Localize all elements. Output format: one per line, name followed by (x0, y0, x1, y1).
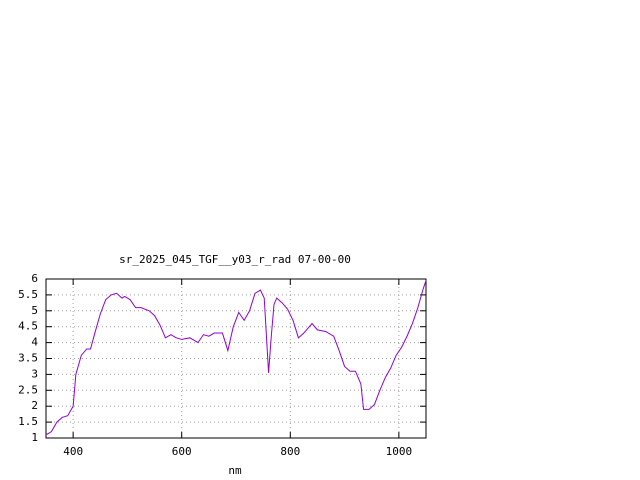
y-tick-label: 4 (31, 336, 38, 349)
y-tick-label: 5 (31, 304, 38, 317)
x-axis-label: nm (228, 464, 242, 477)
x-tick-label: 600 (172, 445, 192, 458)
y-tick-label: 2.5 (18, 383, 38, 396)
x-tick-label: 800 (280, 445, 300, 458)
y-tick-label: 5.5 (18, 288, 38, 301)
x-tick-label: 1000 (386, 445, 413, 458)
x-tick-label: 400 (63, 445, 83, 458)
y-tick-label: 1.5 (18, 415, 38, 428)
y-tick-label: 4.5 (18, 320, 38, 333)
y-tick-label: 1 (31, 431, 38, 444)
data-line (45, 280, 427, 436)
y-tick-label: 3.5 (18, 352, 38, 365)
y-tick-label: 6 (31, 272, 38, 285)
y-tick-label: 2 (31, 399, 38, 412)
plot-frame (45, 278, 427, 439)
chart-title: sr_2025_045_TGF__y03_r_rad 07-00-00 (119, 253, 351, 266)
y-tick-label: 3 (31, 367, 38, 380)
